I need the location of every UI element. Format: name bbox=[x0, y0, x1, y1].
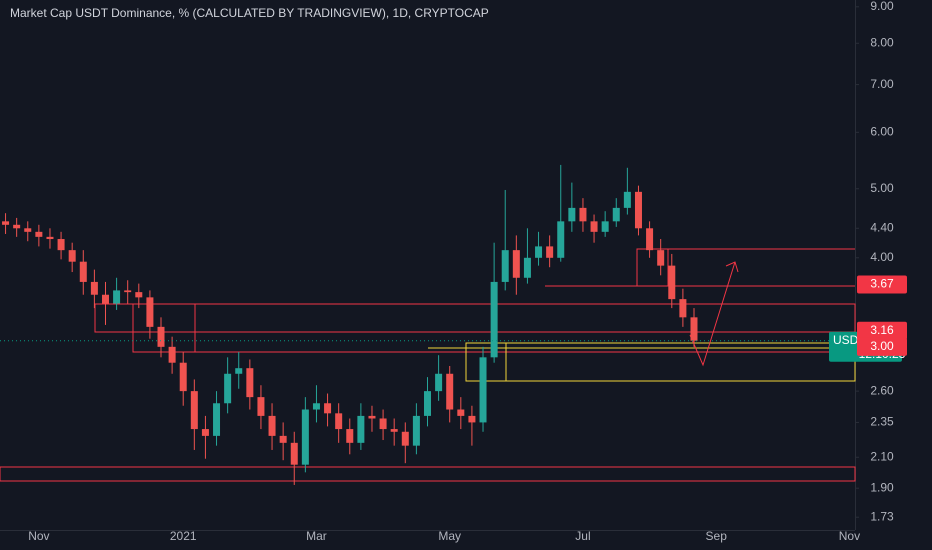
candle-body bbox=[601, 221, 609, 232]
candle-body bbox=[335, 413, 343, 430]
y-tick-label: 9.00 bbox=[870, 0, 894, 13]
candle-body bbox=[13, 224, 21, 229]
candle-body bbox=[35, 231, 43, 237]
candle-body bbox=[312, 403, 320, 410]
y-tick-label: 1.90 bbox=[870, 480, 894, 494]
arrow-head bbox=[725, 261, 739, 273]
candle-body bbox=[512, 250, 520, 278]
candle-body bbox=[46, 236, 54, 240]
candle-body bbox=[79, 261, 87, 282]
zone-box bbox=[0, 466, 856, 482]
candle-body bbox=[157, 326, 165, 347]
candle-body bbox=[113, 290, 121, 304]
candle-body bbox=[190, 391, 198, 430]
price-label: 3.16 bbox=[870, 323, 894, 337]
candle-body bbox=[690, 317, 698, 341]
y-tick-label: 5.00 bbox=[870, 181, 894, 195]
candle-body bbox=[634, 191, 642, 229]
candle-body bbox=[468, 415, 476, 423]
price-label-box bbox=[857, 337, 907, 356]
zone-box bbox=[94, 303, 856, 333]
candle-body bbox=[390, 429, 398, 432]
candle-body bbox=[201, 429, 209, 436]
candle-body bbox=[368, 415, 376, 419]
candle-body bbox=[590, 221, 598, 232]
candle-body bbox=[235, 368, 243, 374]
candle-body bbox=[68, 250, 76, 262]
y-tick-label: 2.10 bbox=[870, 449, 894, 463]
candle-body bbox=[446, 373, 454, 410]
candle-body bbox=[124, 290, 132, 293]
x-tick-label: Nov bbox=[28, 529, 49, 543]
candle-body bbox=[401, 431, 409, 446]
y-tick-label: 2.60 bbox=[870, 383, 894, 397]
candle-body bbox=[168, 346, 176, 363]
candle-body bbox=[623, 191, 631, 208]
candle-body bbox=[668, 265, 676, 300]
x-tick-label: May bbox=[438, 529, 461, 543]
x-tick-label: 2021 bbox=[170, 529, 197, 543]
candle-body bbox=[290, 442, 298, 465]
candle-body bbox=[679, 299, 687, 318]
candle-body bbox=[357, 415, 365, 443]
price-label-box bbox=[857, 275, 907, 294]
candle-body bbox=[346, 429, 354, 443]
candle-body bbox=[57, 239, 65, 251]
candle-body bbox=[501, 250, 509, 282]
candle-body bbox=[179, 362, 187, 392]
candle-body bbox=[135, 292, 143, 298]
candle-body bbox=[246, 368, 254, 398]
candle-body bbox=[101, 294, 109, 304]
candle-body bbox=[412, 415, 420, 446]
x-tick-label: Jul bbox=[575, 529, 590, 543]
candle-body bbox=[146, 297, 154, 327]
candle-body bbox=[379, 418, 387, 430]
candle-body bbox=[535, 246, 543, 258]
candle-body bbox=[268, 415, 276, 436]
chart-title: Market Cap USDT Dominance, % (CALCULATED… bbox=[10, 6, 489, 20]
candle-body bbox=[568, 207, 576, 222]
y-tick-label: 4.40 bbox=[870, 220, 894, 234]
candle-body bbox=[490, 281, 498, 358]
y-tick-label: 8.00 bbox=[870, 35, 894, 49]
candle-body bbox=[657, 250, 665, 266]
candle-body bbox=[579, 207, 587, 222]
y-tick-label: 4.00 bbox=[870, 250, 894, 264]
candle-body bbox=[2, 221, 10, 225]
candle-body bbox=[457, 409, 465, 416]
candle-body bbox=[24, 228, 32, 232]
candle-body bbox=[523, 257, 531, 278]
candle-body bbox=[324, 403, 332, 414]
candle-body bbox=[612, 207, 620, 222]
candle-body bbox=[90, 281, 98, 295]
candle-body bbox=[213, 403, 221, 436]
x-tick-label: Mar bbox=[306, 529, 327, 543]
price-label-box bbox=[857, 321, 907, 340]
candle-body bbox=[279, 435, 287, 443]
candle-body bbox=[479, 357, 487, 423]
candle-body bbox=[435, 373, 443, 392]
drawings bbox=[0, 248, 856, 482]
candle-body bbox=[546, 246, 554, 258]
candle-body bbox=[557, 221, 565, 258]
y-tick-label: 1.73 bbox=[870, 509, 894, 523]
candle-body bbox=[424, 391, 431, 416]
y-tick-label: 7.00 bbox=[870, 77, 894, 91]
price-label: 3.00 bbox=[870, 339, 894, 353]
y-tick-label: 2.35 bbox=[870, 415, 894, 429]
x-tick-label: Nov bbox=[839, 529, 860, 543]
candle-body bbox=[257, 397, 265, 416]
candle-body bbox=[224, 373, 232, 404]
x-tick-label: Sep bbox=[706, 529, 728, 543]
price-label: 3.67 bbox=[870, 277, 894, 291]
candle-body bbox=[301, 409, 309, 465]
y-tick-label: 6.00 bbox=[870, 124, 894, 138]
candle-body bbox=[646, 228, 654, 251]
